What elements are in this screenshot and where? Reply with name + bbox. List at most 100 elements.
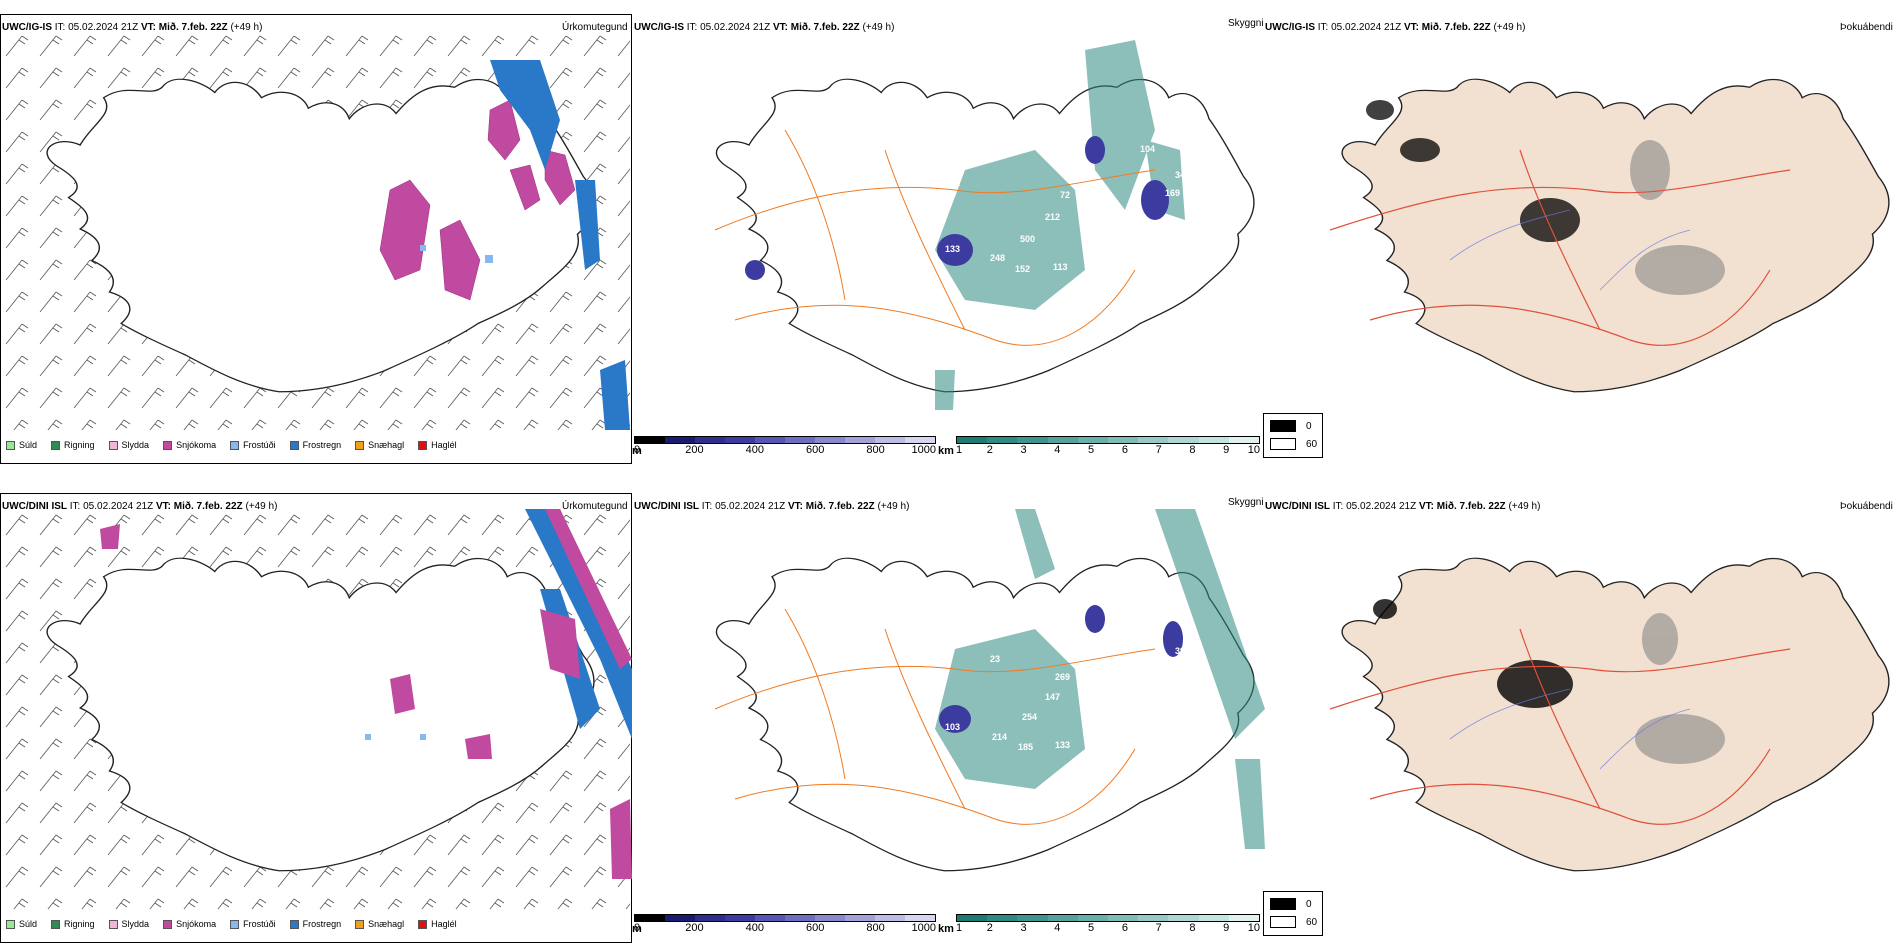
vis-map-row2	[714, 509, 1265, 872]
vis-map-row1	[714, 40, 1255, 410]
fog-legend-value: 0	[1306, 420, 1312, 432]
legend-swatch	[51, 919, 61, 929]
colorbar-tick: 8	[1189, 922, 1196, 934]
legend-item: Snjókoma	[163, 919, 216, 929]
precip-map-row2	[2, 509, 632, 909]
legend-label: Slydda	[121, 440, 150, 450]
colorbar-cell	[815, 915, 845, 921]
colorbar-tick: 4	[1054, 922, 1061, 934]
legend-label: Snjókoma	[176, 440, 217, 450]
colorbar-cell	[1108, 437, 1139, 443]
colorbar-cell	[987, 915, 1018, 921]
legend-swatch	[108, 440, 118, 450]
ceiling-colorbar-row2: 0 200 400 600 800 1000	[634, 914, 936, 934]
legend-swatch	[6, 440, 15, 450]
vis-label: 147	[1045, 692, 1060, 702]
colorbar-cell	[725, 915, 755, 921]
colorbar-cell	[905, 437, 935, 443]
legend-label: Rigning	[64, 919, 95, 929]
vis-label: 49	[1142, 728, 1152, 738]
legend-item: Slydda	[108, 440, 150, 450]
colorbar-cell	[695, 437, 725, 443]
legend-item: Súld	[6, 440, 37, 450]
colorbar-cell	[755, 437, 785, 443]
colorbar-cell	[1168, 437, 1199, 443]
header-row2-precip: UWC/DINI ISL IT: 05.02.2024 21Z VT: Mið.…	[2, 501, 278, 512]
fog-map-row1	[1329, 78, 1890, 393]
colorbar-cell	[845, 437, 875, 443]
colorbar-cell	[725, 437, 755, 443]
colorbar-tick: 10	[1247, 922, 1260, 934]
legend-item: Snæhagl	[355, 919, 404, 929]
fog-legend-swatch	[1270, 420, 1296, 432]
fog-legend-item: 60	[1270, 916, 1317, 928]
vis-label: 169	[1165, 188, 1180, 198]
colorbar-tick: 7	[1155, 922, 1162, 934]
colorbar-tick: 5	[1088, 444, 1095, 456]
colorbar-cell	[1228, 437, 1260, 443]
fog-map-row2	[1329, 557, 1890, 872]
legend-label: Rigning	[64, 440, 95, 450]
fog-legend-swatch	[1270, 898, 1296, 910]
legend-swatch	[230, 440, 240, 450]
colorbar-tick: 9	[1223, 922, 1230, 934]
vis-swatches	[956, 914, 1260, 922]
header-row1-vis: UWC/IG-IS IT: 05.02.2024 21Z VT: Mið. 7.…	[634, 22, 895, 33]
vis-label: 212	[1045, 212, 1060, 222]
vis-ticks: 1 2 3 4 5 6 7 8 9 10	[956, 444, 1260, 456]
colorbar-cell	[1047, 915, 1078, 921]
legend-swatch	[289, 919, 299, 929]
legend-item: Frostúði	[230, 919, 276, 929]
colorbar-tick: 9	[1223, 444, 1230, 456]
legend-item: Súld	[6, 919, 37, 929]
colorbar-tick: 200	[685, 444, 704, 456]
colorbar-cell	[875, 915, 905, 921]
legend-label: Frostregn	[302, 919, 342, 929]
colorbar-tick: 4	[1054, 444, 1061, 456]
vis-label: 927	[1190, 182, 1205, 192]
colorbar-cell	[1138, 915, 1169, 921]
vis-label: 390	[1175, 646, 1190, 656]
colorbar-cell	[1077, 437, 1109, 443]
colorbar-cell	[1168, 915, 1199, 921]
colorbar-cell	[695, 915, 725, 921]
colorbar-tick: 8	[1189, 444, 1196, 456]
vis-label: 104	[1140, 144, 1155, 154]
precip-legend-row2: Súld Rigning Slydda Snjókoma Frostúði Frostre…	[6, 919, 457, 929]
fog-legend-row2: 0 60	[1263, 891, 1323, 936]
colorbar-tick: 3	[1020, 922, 1027, 934]
vis-unit-row1: km	[938, 445, 954, 457]
vis-label: 109	[1142, 622, 1157, 632]
legend-label: Frostregn	[302, 440, 342, 450]
vis-label: 254	[1022, 712, 1037, 722]
colorbar-cell	[1017, 437, 1048, 443]
title-row1-precip: Úrkomutegund	[562, 22, 628, 33]
vis-ticks: 1 2 3 4 5 6 7 8 9 10	[956, 922, 1260, 934]
colorbar-tick: 1000	[911, 922, 936, 934]
fog-legend-swatch	[1270, 916, 1296, 928]
legend-swatch	[355, 919, 365, 929]
fog-legend-item: 0	[1270, 898, 1312, 910]
vis-label: 157	[1105, 242, 1120, 252]
precip-legend-row1: Súld Rigning Slydda Snjókoma Frostúði Frostre…	[6, 440, 457, 450]
vis-swatches	[956, 436, 1260, 444]
colorbar-cell	[905, 915, 935, 921]
vis-label: 185	[1018, 742, 1033, 752]
colorbar-cell	[1047, 437, 1078, 443]
vis-colorbar-row2: 1 2 3 4 5 6 7 8 9 10	[956, 914, 1260, 934]
colorbar-tick: 1	[956, 444, 963, 456]
ceiling-ticks: 0 200 400 600 800 1000	[634, 922, 936, 934]
fog-legend-item: 60	[1270, 438, 1317, 450]
ceiling-unit-row2: m	[632, 923, 642, 935]
legend-item: Rigning	[51, 440, 95, 450]
colorbar-cell	[987, 437, 1018, 443]
colorbar-cell	[1077, 915, 1109, 921]
vis-label: 269	[1055, 672, 1070, 682]
legend-swatch	[6, 919, 15, 929]
vis-unit-row2: km	[938, 923, 954, 935]
legend-item: Frostúði	[230, 440, 276, 450]
colorbar-tick: 6	[1121, 922, 1128, 934]
legend-item: Snjókoma	[163, 440, 216, 450]
colorbar-cell	[635, 915, 665, 921]
legend-swatch	[108, 919, 118, 929]
